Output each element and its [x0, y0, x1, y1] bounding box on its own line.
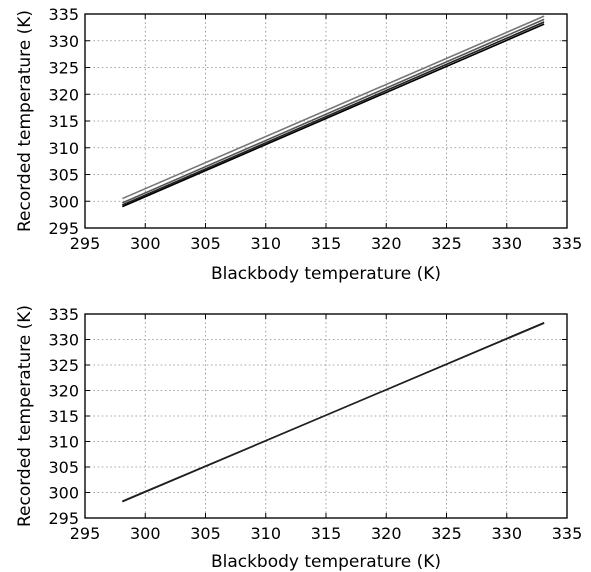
y-tick-label: 315 [48, 407, 79, 426]
y-tick-label: 335 [48, 305, 79, 324]
x-tick-label: 310 [250, 234, 281, 253]
y-tick-label: 325 [48, 59, 79, 78]
x-tick-label: 320 [371, 234, 402, 253]
series-line-2 [122, 18, 545, 204]
x-tick-label: 335 [552, 234, 583, 253]
y-tick-label: 320 [48, 85, 79, 104]
series-line-2 [122, 322, 545, 502]
x-tick-label: 325 [431, 234, 462, 253]
x-tick-label: 295 [70, 234, 101, 253]
x-axis-label: Blackbody temperature (K) [211, 264, 441, 284]
y-tick-label: 310 [48, 433, 79, 452]
y-tick-label: 310 [48, 139, 79, 158]
y-tick-label: 320 [48, 382, 79, 401]
y-tick-label: 295 [48, 219, 79, 238]
x-tick-label: 325 [431, 524, 462, 543]
chart-panel-1: 295 300 305 310 315 320 325 330 335 295 300 305 310 3… [15, 5, 582, 284]
x-tick-label: 305 [190, 234, 221, 253]
y-axis-label: Recorded temperature (K) [15, 305, 35, 527]
x-tick-label: 310 [250, 524, 281, 543]
x-tick-label: 335 [552, 524, 583, 543]
series-line-3 [122, 21, 545, 206]
y-tick-label: 300 [48, 192, 79, 211]
y-tick-label: 305 [48, 166, 79, 185]
x-tick-label: 320 [371, 524, 402, 543]
x-axis-label: Blackbody temperature (K) [211, 552, 441, 572]
x-tick-label: 315 [311, 524, 342, 543]
y-tick-label: 330 [48, 331, 79, 350]
chart-panel-2: 295 300 305 310 315 320 325 330 335 295 300 305 310 3… [15, 305, 582, 572]
x-tick-label: 300 [130, 524, 161, 543]
y-tick-label: 295 [48, 509, 79, 528]
y-axis-label: Recorded temperature (K) [15, 10, 35, 232]
y-tick-label: 330 [48, 32, 79, 51]
y-tick-label: 300 [48, 484, 79, 503]
x-tick-label: 305 [190, 524, 221, 543]
series-line-1 [122, 15, 545, 200]
y-tick-label: 305 [48, 458, 79, 477]
x-tick-label: 330 [491, 234, 522, 253]
series-line-4 [122, 23, 545, 208]
y-tick-label: 315 [48, 112, 79, 131]
x-tick-label: 300 [130, 234, 161, 253]
x-tick-label: 330 [491, 524, 522, 543]
y-tick-label: 335 [48, 5, 79, 24]
x-tick-label: 295 [70, 524, 101, 543]
y-tick-label: 325 [48, 356, 79, 375]
x-tick-label: 315 [311, 234, 342, 253]
